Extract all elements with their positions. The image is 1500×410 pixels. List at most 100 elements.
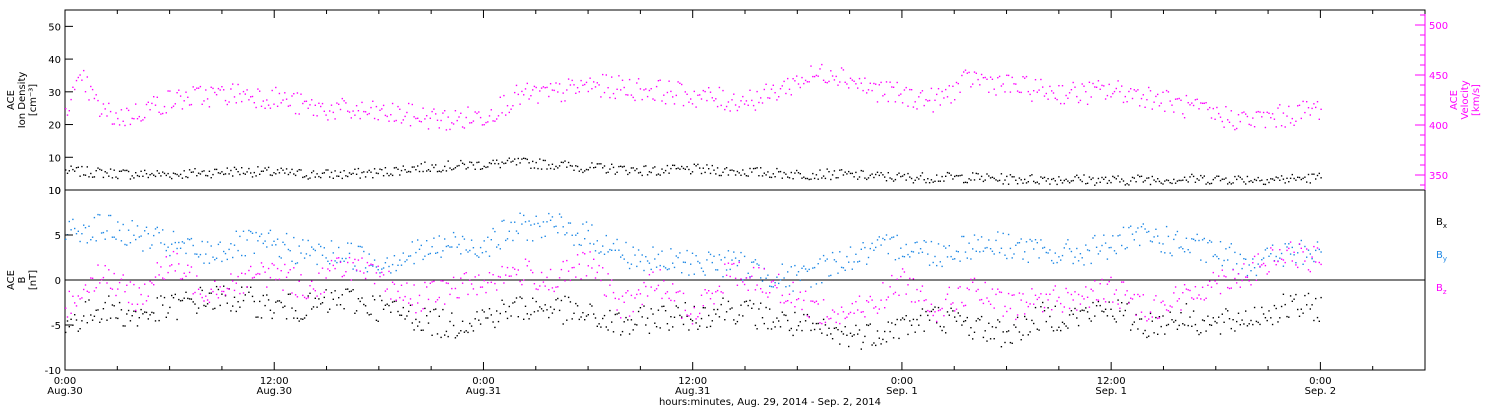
by-point	[727, 250, 730, 252]
bx-point	[1151, 320, 1153, 322]
bx-point	[452, 324, 455, 327]
by-point	[230, 243, 232, 245]
bx-point	[1124, 309, 1126, 312]
by-point	[176, 247, 178, 250]
bx-point	[1158, 316, 1161, 318]
bz-point	[688, 315, 690, 317]
bx-point	[654, 322, 656, 324]
by-point	[472, 247, 475, 249]
velocity-point	[611, 76, 613, 78]
velocity-point	[1219, 116, 1222, 118]
density-point	[1000, 173, 1003, 175]
bx-point	[916, 318, 918, 321]
density-point	[968, 178, 970, 180]
density-point	[672, 164, 674, 166]
bx-point	[381, 299, 383, 302]
velocity-point	[941, 90, 943, 93]
by-point	[562, 226, 564, 228]
bz-point	[655, 288, 658, 290]
velocity-point	[663, 94, 665, 96]
bz-point	[835, 321, 837, 324]
bx-point	[366, 312, 369, 314]
by-point	[205, 253, 207, 255]
bz-point	[740, 278, 742, 280]
velocity-point	[864, 77, 866, 79]
density-point	[901, 175, 904, 177]
density-point	[673, 164, 676, 167]
bx-point	[1067, 327, 1069, 329]
bx-point	[409, 304, 412, 306]
density-tick-label: 50	[48, 22, 61, 33]
velocity-point	[79, 74, 81, 76]
velocity-point	[866, 92, 868, 94]
bz-point	[1153, 299, 1155, 301]
bx-point	[806, 313, 809, 316]
by-point	[377, 269, 379, 271]
by-point	[142, 250, 144, 252]
bz-point	[1047, 299, 1049, 301]
bz-point	[767, 296, 769, 298]
velocity-point	[95, 94, 97, 96]
by-point	[593, 243, 595, 245]
bz-point	[348, 256, 351, 259]
velocity-point	[490, 109, 492, 111]
density-point	[560, 161, 563, 163]
density-point	[975, 172, 977, 175]
by-point	[605, 234, 607, 237]
by-point	[147, 233, 149, 235]
by-point	[751, 261, 753, 263]
density-point	[165, 174, 167, 177]
velocity-point	[422, 107, 424, 109]
by-point	[918, 252, 920, 254]
by-point	[74, 227, 76, 230]
bz-point	[1112, 301, 1114, 303]
by-point	[1033, 248, 1035, 250]
velocity-point	[361, 101, 363, 104]
by-point	[627, 261, 629, 264]
bz-point	[1221, 269, 1223, 271]
density-point	[831, 174, 834, 176]
by-point	[237, 249, 239, 252]
by-point	[770, 285, 773, 288]
velocity-point	[347, 110, 349, 112]
bz-point	[815, 300, 818, 302]
by-point	[503, 219, 505, 222]
bx-point	[1318, 320, 1320, 322]
bz-point	[731, 263, 733, 265]
velocity-point	[1284, 126, 1286, 128]
bz-point	[997, 288, 999, 290]
density-point	[659, 174, 661, 176]
density-point	[1144, 179, 1146, 182]
density-point	[1241, 178, 1243, 180]
density-point	[734, 174, 737, 176]
density-point	[248, 167, 250, 170]
density-point	[860, 169, 862, 172]
density-point	[1191, 173, 1193, 176]
bx-point	[1074, 307, 1076, 310]
density-point	[997, 180, 999, 182]
bz-point	[738, 261, 740, 264]
by-point	[672, 262, 674, 264]
bz-point	[219, 286, 221, 288]
velocity-point	[1122, 101, 1125, 104]
bz-point	[122, 274, 124, 276]
bx-point	[702, 307, 704, 309]
bx-point	[873, 342, 875, 344]
density-point	[1140, 175, 1143, 177]
by-point	[594, 250, 597, 252]
density-point	[848, 170, 850, 173]
bz-point	[178, 263, 180, 265]
bx-point	[533, 311, 536, 313]
by-point	[954, 258, 956, 260]
velocity-point	[307, 107, 309, 109]
density-point	[388, 174, 390, 177]
bx-point	[695, 322, 697, 324]
by-point	[90, 239, 92, 241]
bx-point	[706, 326, 708, 328]
by-point	[812, 267, 814, 269]
density-point	[966, 181, 968, 184]
bz-point	[722, 292, 724, 294]
bz-point	[497, 275, 500, 278]
density-point	[1033, 180, 1035, 183]
density-point	[492, 159, 494, 162]
